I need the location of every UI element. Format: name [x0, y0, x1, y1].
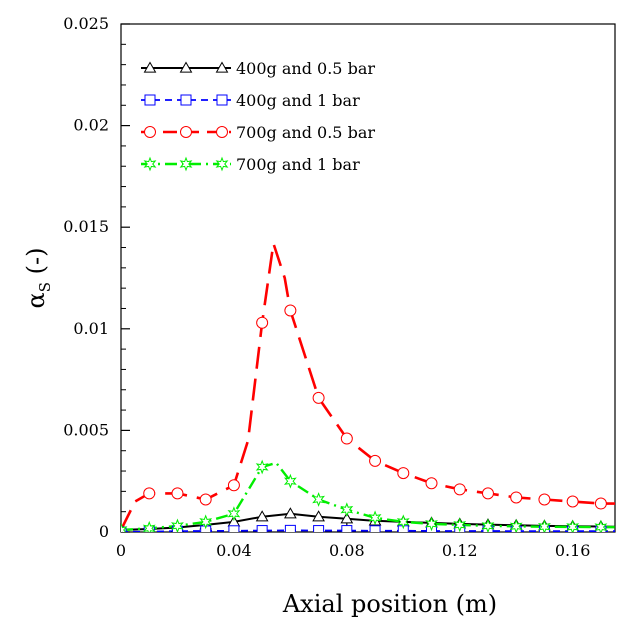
y-axis-title-sub: S — [36, 282, 54, 292]
series-1-marker — [312, 510, 325, 522]
y-axis-title-main: α — [22, 292, 50, 308]
series-2-marker — [341, 525, 353, 532]
series-4-marker — [538, 519, 551, 532]
x-tick-label: 0.04 — [216, 541, 252, 560]
x-tick-label: 0.16 — [555, 541, 591, 560]
series-4-marker — [142, 520, 156, 532]
x-tick-label: 0.08 — [329, 541, 365, 560]
series-1-marker — [284, 507, 297, 519]
legend-marker-2 — [180, 94, 192, 106]
series-3-marker — [425, 477, 438, 490]
series-4-marker — [396, 514, 410, 530]
legend: 400g and 0.5 bar 400g and 1 bar 700g and 0… — [141, 59, 375, 174]
axes: 0 0.04 0.08 0.12 0.16 0 0.005 0.01 0.015 0.02 0.02… — [63, 14, 590, 560]
series-4-marker — [453, 517, 467, 532]
series-2-marker — [369, 525, 381, 532]
series-3-marker — [481, 487, 494, 500]
legend-marker-4 — [179, 156, 193, 172]
legend-label-1: 400g and 0.5 bar — [236, 59, 375, 78]
series-4-marker — [171, 518, 184, 532]
y-tick-label: 0 — [99, 522, 109, 541]
series-3-marker — [340, 432, 353, 445]
plot-frame — [120, 23, 616, 533]
y-axis-title: αS (-) — [22, 248, 54, 309]
series-layer — [121, 243, 615, 532]
series-3-marker — [397, 467, 410, 480]
legend-marker-4 — [215, 156, 229, 172]
series-3-marker — [256, 316, 269, 329]
series-4-marker — [425, 516, 438, 532]
y-tick-label: 0.025 — [63, 14, 109, 33]
legend-marker-3 — [216, 126, 228, 138]
series-3-marker — [143, 487, 156, 500]
legend-marker-3 — [144, 126, 156, 138]
series-2-marker — [284, 524, 296, 532]
series-4-marker — [199, 514, 213, 530]
series-4-marker — [509, 518, 523, 532]
y-tick-label: 0.02 — [73, 116, 109, 135]
series-3-marker — [594, 497, 607, 510]
series-4-marker — [283, 473, 297, 489]
svg-text:αS (-): αS (-) — [22, 248, 54, 309]
series-3-marker — [453, 483, 466, 496]
series-4-marker — [481, 518, 495, 532]
series-line-3 — [121, 243, 615, 531]
series-3-marker — [566, 495, 579, 508]
legend-marker-2 — [144, 94, 156, 106]
series-4-marker — [312, 492, 326, 507]
legend-marker-1 — [179, 61, 193, 73]
legend-label-2: 400g and 1 bar — [236, 91, 360, 110]
series-3-marker — [312, 391, 325, 404]
series-3-marker — [227, 479, 240, 492]
legend-marker-1 — [143, 61, 157, 73]
series-1-marker — [255, 510, 269, 522]
legend-marker-1 — [215, 61, 229, 73]
y-tick-label: 0.005 — [63, 420, 109, 439]
y-axis-title-suffix: (-) — [22, 248, 50, 282]
legend-marker-4 — [143, 156, 157, 172]
series-4-marker — [227, 506, 241, 522]
series-3-marker — [510, 491, 523, 504]
series-4-marker — [255, 459, 269, 475]
series-4-marker — [121, 522, 128, 532]
series-2-marker — [256, 525, 268, 532]
series-4-marker — [368, 510, 382, 526]
series-3-marker — [199, 493, 212, 506]
legend-marker-2 — [216, 94, 228, 106]
legend-label-4: 700g and 1 bar — [236, 155, 360, 174]
legend-marker-3 — [180, 126, 192, 138]
series-4-marker — [594, 519, 608, 532]
x-tick-label: 0 — [116, 541, 126, 560]
series-2-marker — [228, 525, 240, 532]
series-3-marker — [538, 493, 551, 506]
y-tick-label: 0.015 — [63, 217, 109, 236]
y-tick-label: 0.01 — [73, 319, 109, 338]
series-3-marker — [284, 304, 297, 317]
series-4-marker — [566, 519, 580, 532]
x-tick-label: 0.12 — [442, 541, 478, 560]
series-3-marker — [369, 454, 382, 467]
series-3-marker — [171, 487, 184, 500]
legend-label-3: 700g and 0.5 bar — [236, 123, 375, 142]
series-4-marker — [340, 502, 354, 518]
series-1-marker — [340, 512, 354, 524]
x-axis-title: Axial position (m) — [282, 590, 497, 618]
series-2-marker — [313, 525, 325, 532]
